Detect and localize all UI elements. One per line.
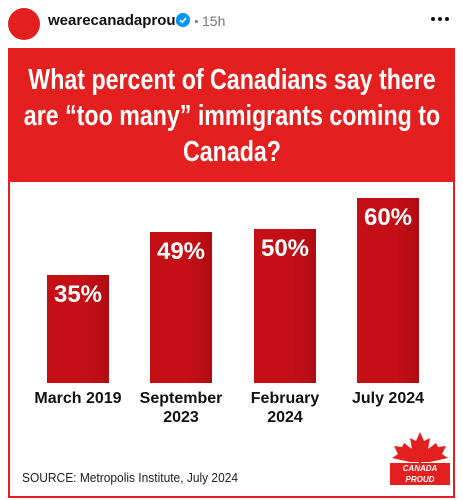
logo-leaf [392, 432, 448, 464]
plot: 35% March 2019 49% September 2023 50% Februar… [10, 50, 453, 496]
source-note: SOURCE: Metropolis Institute, July 2024 [22, 470, 239, 485]
bar [357, 198, 419, 383]
bar [254, 228, 316, 383]
x-tick-label: July 2024 [351, 390, 425, 407]
timestamp: 15h [202, 13, 226, 29]
logo-text: CANADA PROUD [390, 463, 450, 485]
value-label: 35% [53, 281, 103, 309]
title-banner: What percent of Canadians say there are … [10, 50, 453, 182]
chart-title: What percent of Canadians say there are … [23, 64, 441, 168]
separator [195, 20, 198, 23]
username[interactable]: wearecanadaproud [48, 12, 185, 29]
x-tick-label: September 2023 [139, 390, 223, 426]
post-image: What percent of Canadians say there are … [8, 48, 455, 498]
avatar[interactable] [8, 8, 40, 40]
x-tick-label: March 2019 [34, 390, 122, 407]
bar [150, 231, 212, 383]
verified-badge [176, 13, 190, 27]
value-label: 49% [156, 237, 206, 265]
value-label: 50% [260, 234, 310, 262]
more-button[interactable] [430, 16, 450, 22]
bar [47, 275, 109, 383]
value-label: 60% [363, 204, 413, 231]
x-tick-label: February 2024 [250, 390, 320, 426]
